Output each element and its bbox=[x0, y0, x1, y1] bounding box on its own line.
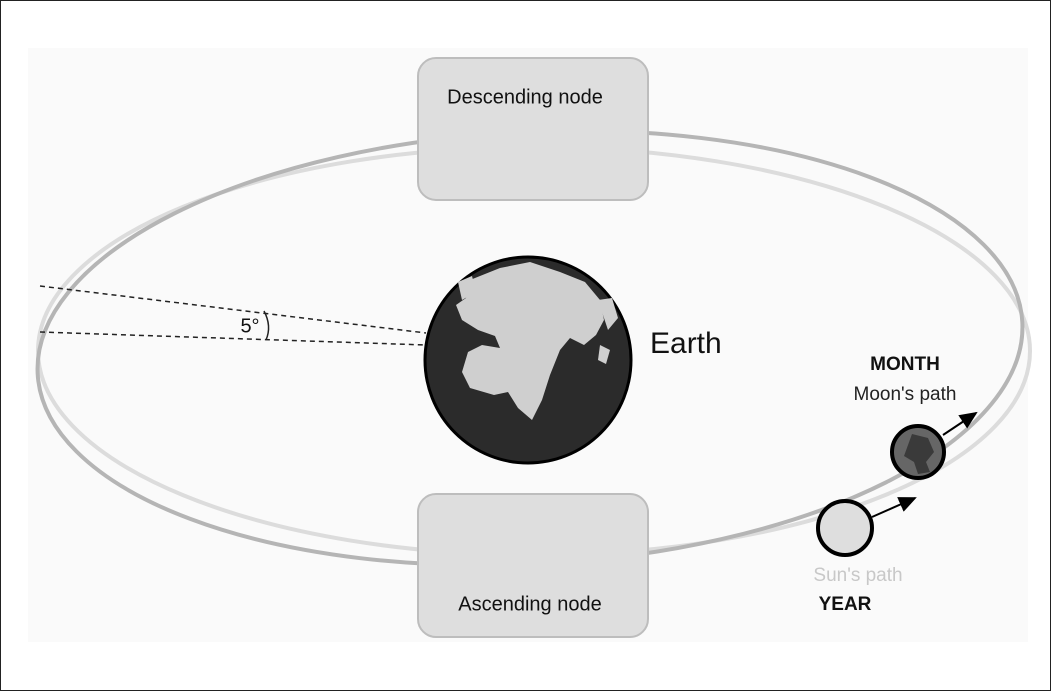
ascending-node-box bbox=[418, 494, 648, 637]
moon-period: MONTH bbox=[870, 354, 940, 375]
diagram: Descending node Ascending node 5° Earth … bbox=[0, 0, 1051, 691]
angle-label: 5° bbox=[240, 315, 259, 337]
moon-path-label: Moon's path bbox=[854, 384, 957, 405]
sun-path-label: Sun's path bbox=[813, 565, 902, 586]
earth-label: Earth bbox=[650, 327, 722, 360]
page: {"nodes": {"descending": {"label": "Desc… bbox=[0, 0, 1051, 696]
descending-node-box bbox=[418, 58, 648, 200]
sun-period: YEAR bbox=[819, 594, 872, 615]
sun bbox=[818, 501, 872, 555]
ascending-node-label: Ascending node bbox=[458, 593, 601, 615]
descending-node-label: Descending node bbox=[447, 86, 603, 108]
